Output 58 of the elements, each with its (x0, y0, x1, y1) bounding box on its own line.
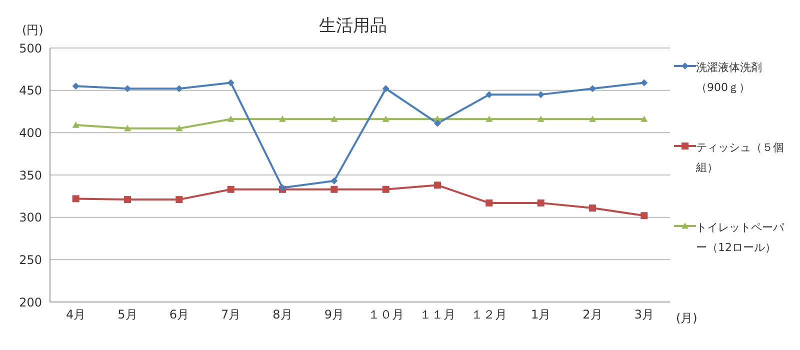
point (72, 122, 80, 128)
y-tick-label: 450 (19, 84, 42, 98)
point (72, 82, 80, 90)
point (124, 124, 131, 132)
point (537, 91, 544, 98)
y-tick-label: 400 (19, 126, 42, 140)
x-tick-label: １２月 (471, 308, 508, 322)
point (279, 116, 286, 122)
point (124, 85, 131, 92)
x-tick-label: 3月 (634, 308, 654, 322)
point (227, 186, 234, 193)
point (227, 79, 234, 86)
point (382, 116, 390, 122)
point (640, 79, 648, 86)
point (382, 85, 390, 92)
point (589, 85, 596, 92)
point (589, 204, 596, 212)
point (434, 120, 441, 127)
point (176, 196, 183, 204)
y-tick-label: 250 (19, 252, 42, 267)
point (176, 124, 183, 132)
point (330, 177, 338, 184)
point (434, 182, 441, 189)
y-tick-label: 350 (19, 168, 42, 182)
chart-title: 生活用品 (319, 16, 387, 36)
point (330, 116, 338, 122)
point (124, 196, 131, 204)
point (176, 85, 183, 92)
point (640, 212, 648, 220)
point (330, 186, 338, 193)
legend-label: トイレットペーパー（12ロール） (696, 220, 786, 256)
x-tick-label: 6月 (169, 308, 189, 322)
point (486, 199, 493, 206)
legend-label: 洗濯液体洗剤（900ｇ） (696, 60, 763, 96)
point (589, 116, 596, 122)
y-tick-label: 200 (19, 295, 42, 310)
x-tick-label: １１月 (420, 308, 456, 322)
y-axis-title: (円) (22, 22, 44, 39)
x-tick-label: 2月 (582, 308, 602, 322)
x-tick-label: １０月 (368, 308, 404, 322)
x-axis-title: (月) (676, 310, 698, 327)
point (640, 116, 648, 122)
point (486, 116, 493, 122)
x-tick-label: 8月 (272, 308, 292, 322)
point (537, 116, 544, 122)
point (486, 91, 493, 98)
point (227, 116, 234, 122)
point (382, 186, 390, 193)
point (72, 195, 80, 202)
x-tick-label: 9月 (324, 308, 344, 322)
x-tick-label: 7月 (221, 308, 241, 322)
point (537, 199, 544, 206)
y-tick-label: 500 (19, 41, 42, 56)
x-tick-label: 5月 (118, 308, 138, 322)
y-tick-label: 300 (19, 210, 42, 225)
x-tick-label: 4月 (66, 308, 86, 322)
x-tick-label: 1月 (531, 308, 551, 322)
legend-label: ティッシュ（５個組） (696, 140, 785, 176)
